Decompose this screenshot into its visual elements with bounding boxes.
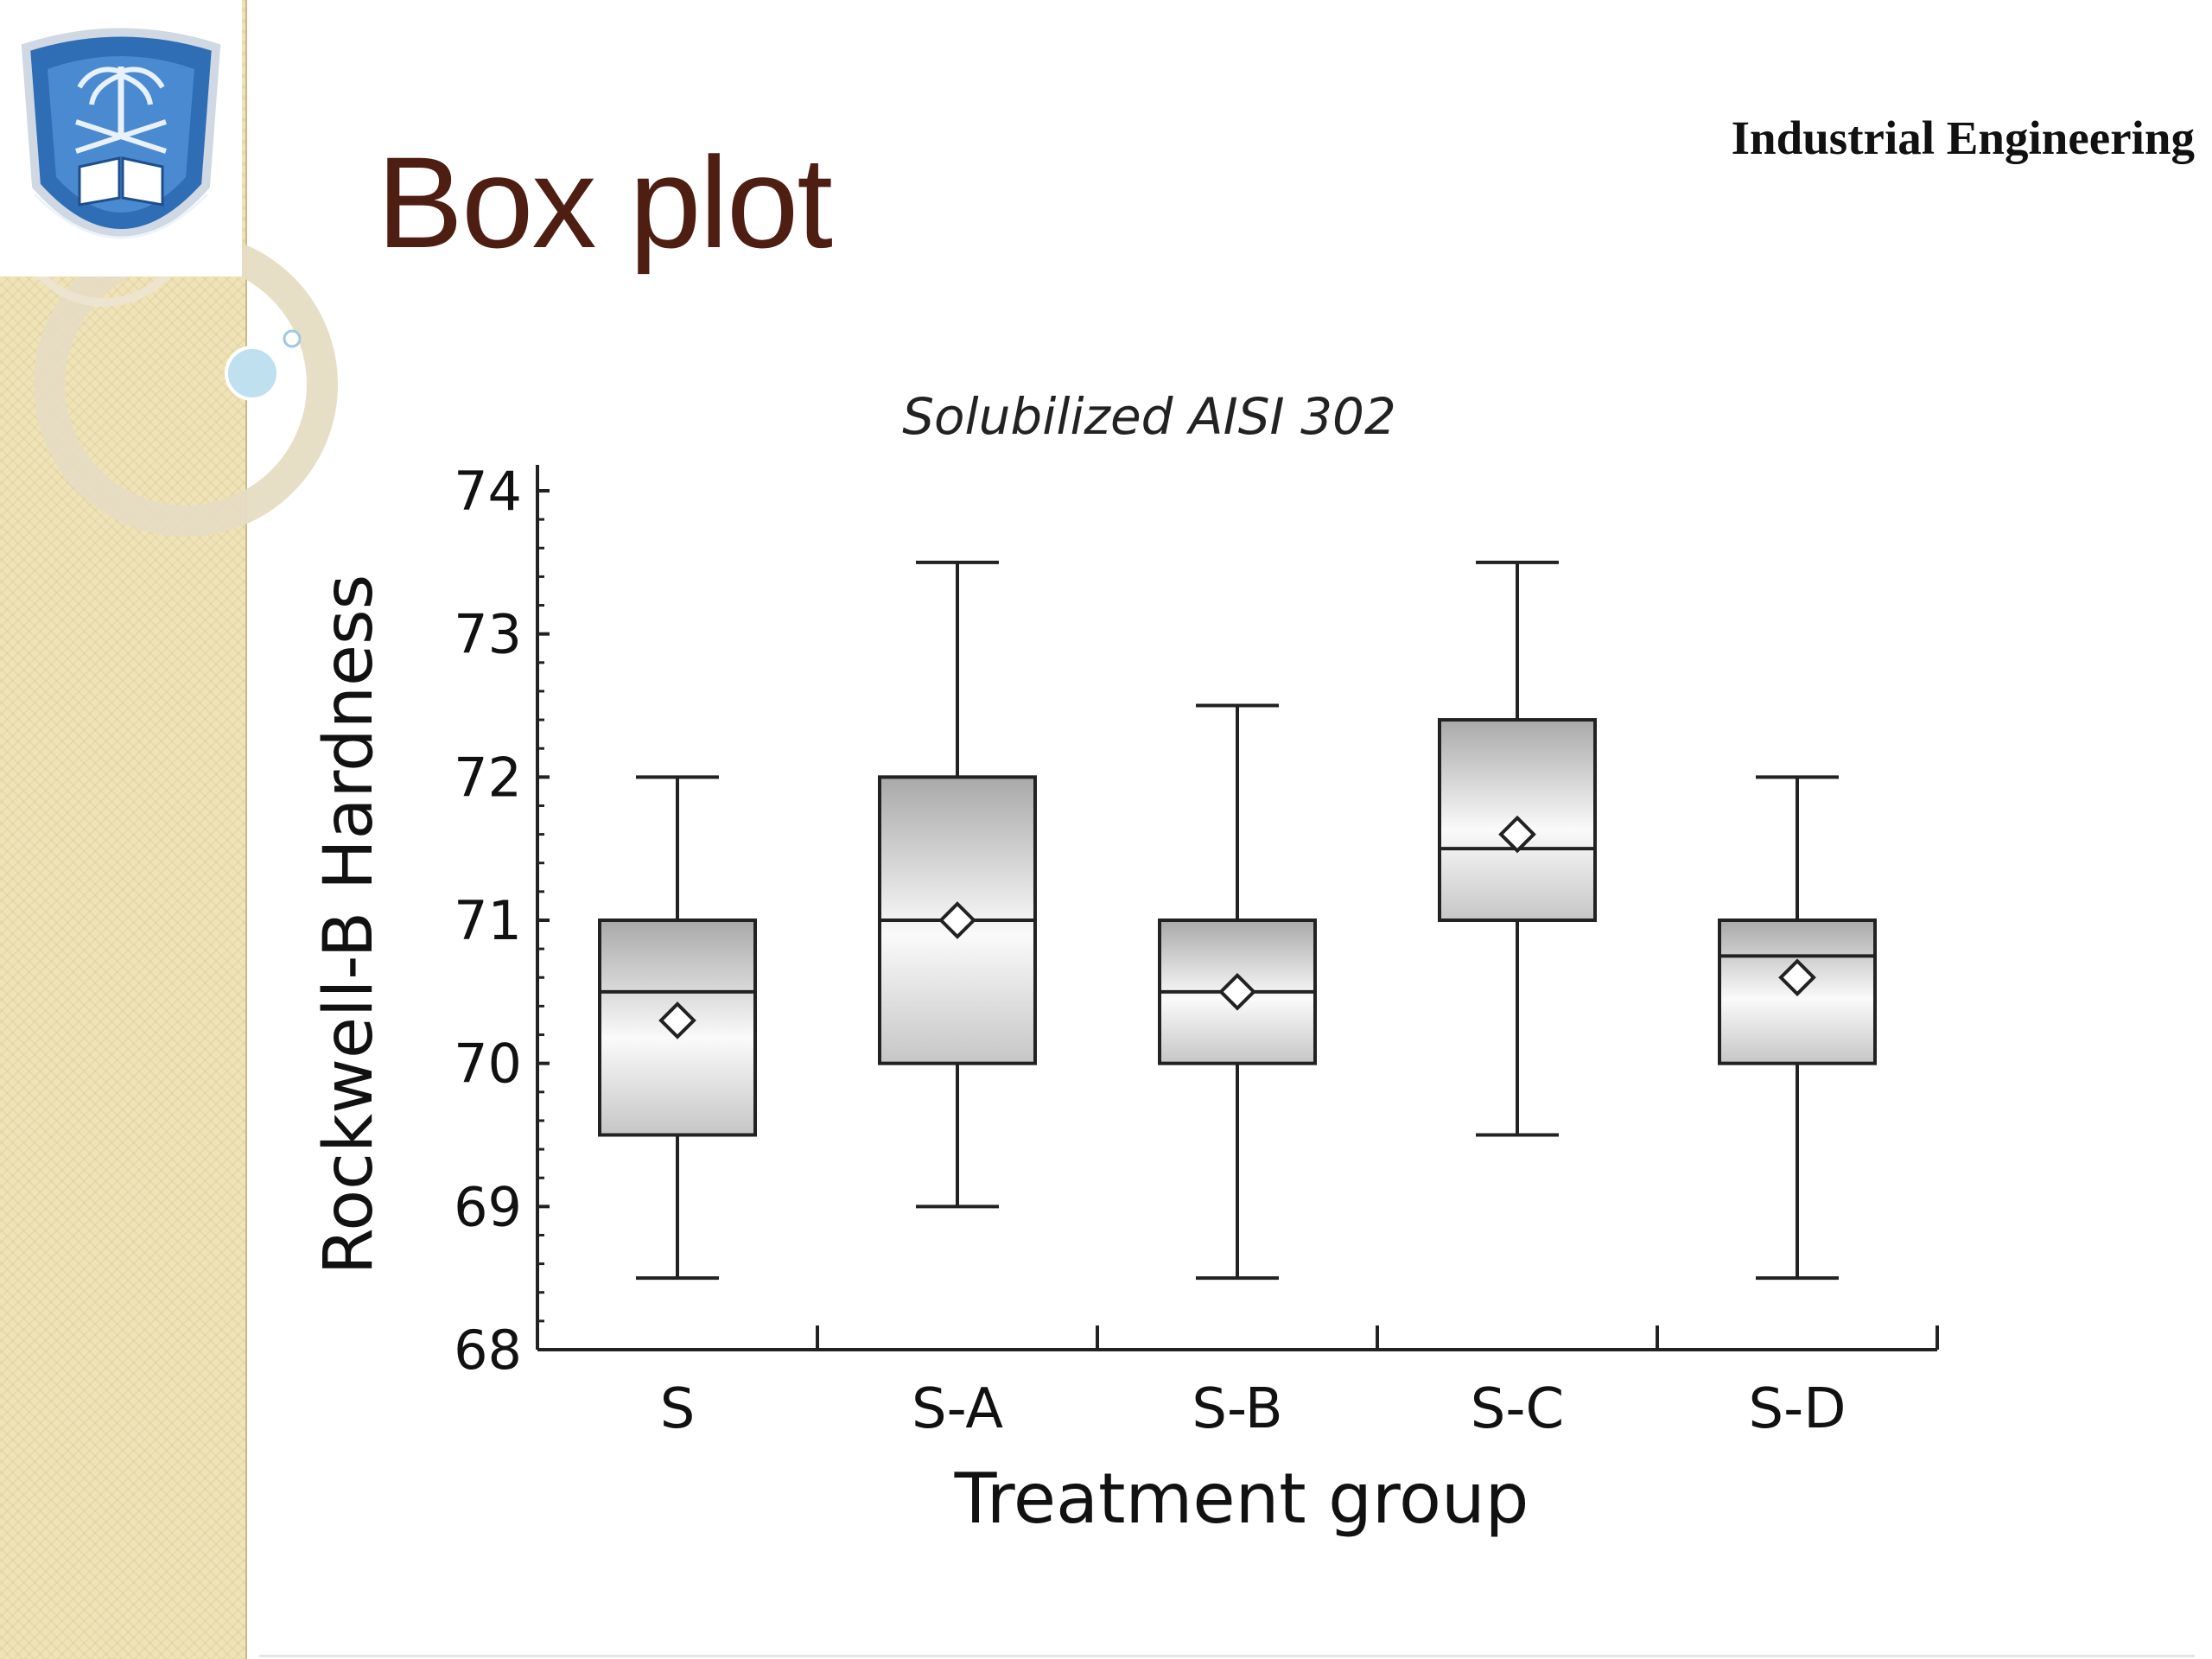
x-tick-label: S-C	[1471, 1377, 1564, 1441]
y-tick-label: 74	[454, 460, 522, 523]
chart-title: Solubilized AISI 302	[902, 387, 1396, 446]
y-axis-title: Rockwell-B Hardness	[311, 575, 388, 1275]
box-group-s-a	[878, 560, 1037, 1209]
box-group-s-c	[1438, 560, 1597, 1137]
mean-marker	[1498, 815, 1536, 854]
y-tick-label: 73	[454, 603, 522, 666]
box-group-s-b	[1158, 703, 1317, 1281]
department-label: Industrial Engineering	[1731, 111, 2195, 164]
y-tick-label: 68	[454, 1319, 522, 1382]
decorative-ring-large	[34, 232, 338, 537]
y-tick-label: 69	[454, 1175, 522, 1238]
y-tick-label: 71	[454, 889, 522, 952]
chart-axes: 68 69 70 71 72 73 74 S S-A S-B S-C S-D	[454, 460, 1939, 1441]
logo-panel	[0, 0, 242, 276]
mean-marker	[1218, 973, 1256, 1011]
box-group-s	[598, 775, 757, 1281]
king-saud-university-crest-icon	[21, 28, 221, 239]
y-tick-label: 70	[454, 1033, 522, 1096]
mean-marker	[1778, 958, 1816, 997]
x-axis-title: Treatment group	[954, 1459, 1529, 1539]
mean-marker	[938, 901, 976, 939]
slide-title: Box plot	[377, 130, 833, 275]
mean-marker	[658, 1001, 696, 1039]
box-plot-chart: Solubilized AISI 302 Rockwell-B Hardness…	[311, 387, 1939, 1539]
x-tick-label: S-D	[1749, 1377, 1847, 1441]
x-tick-label: S-B	[1192, 1377, 1282, 1441]
x-tick-label: S	[660, 1377, 696, 1441]
y-tick-label: 72	[454, 746, 522, 809]
slide-bottom-rule	[259, 1655, 2195, 1657]
x-tick-label: S-A	[912, 1377, 1003, 1441]
decorative-bubble-small	[283, 329, 302, 348]
decorative-bubble-large	[225, 346, 280, 401]
chart-boxes	[598, 560, 1877, 1281]
box-group-s-d	[1718, 775, 1877, 1281]
